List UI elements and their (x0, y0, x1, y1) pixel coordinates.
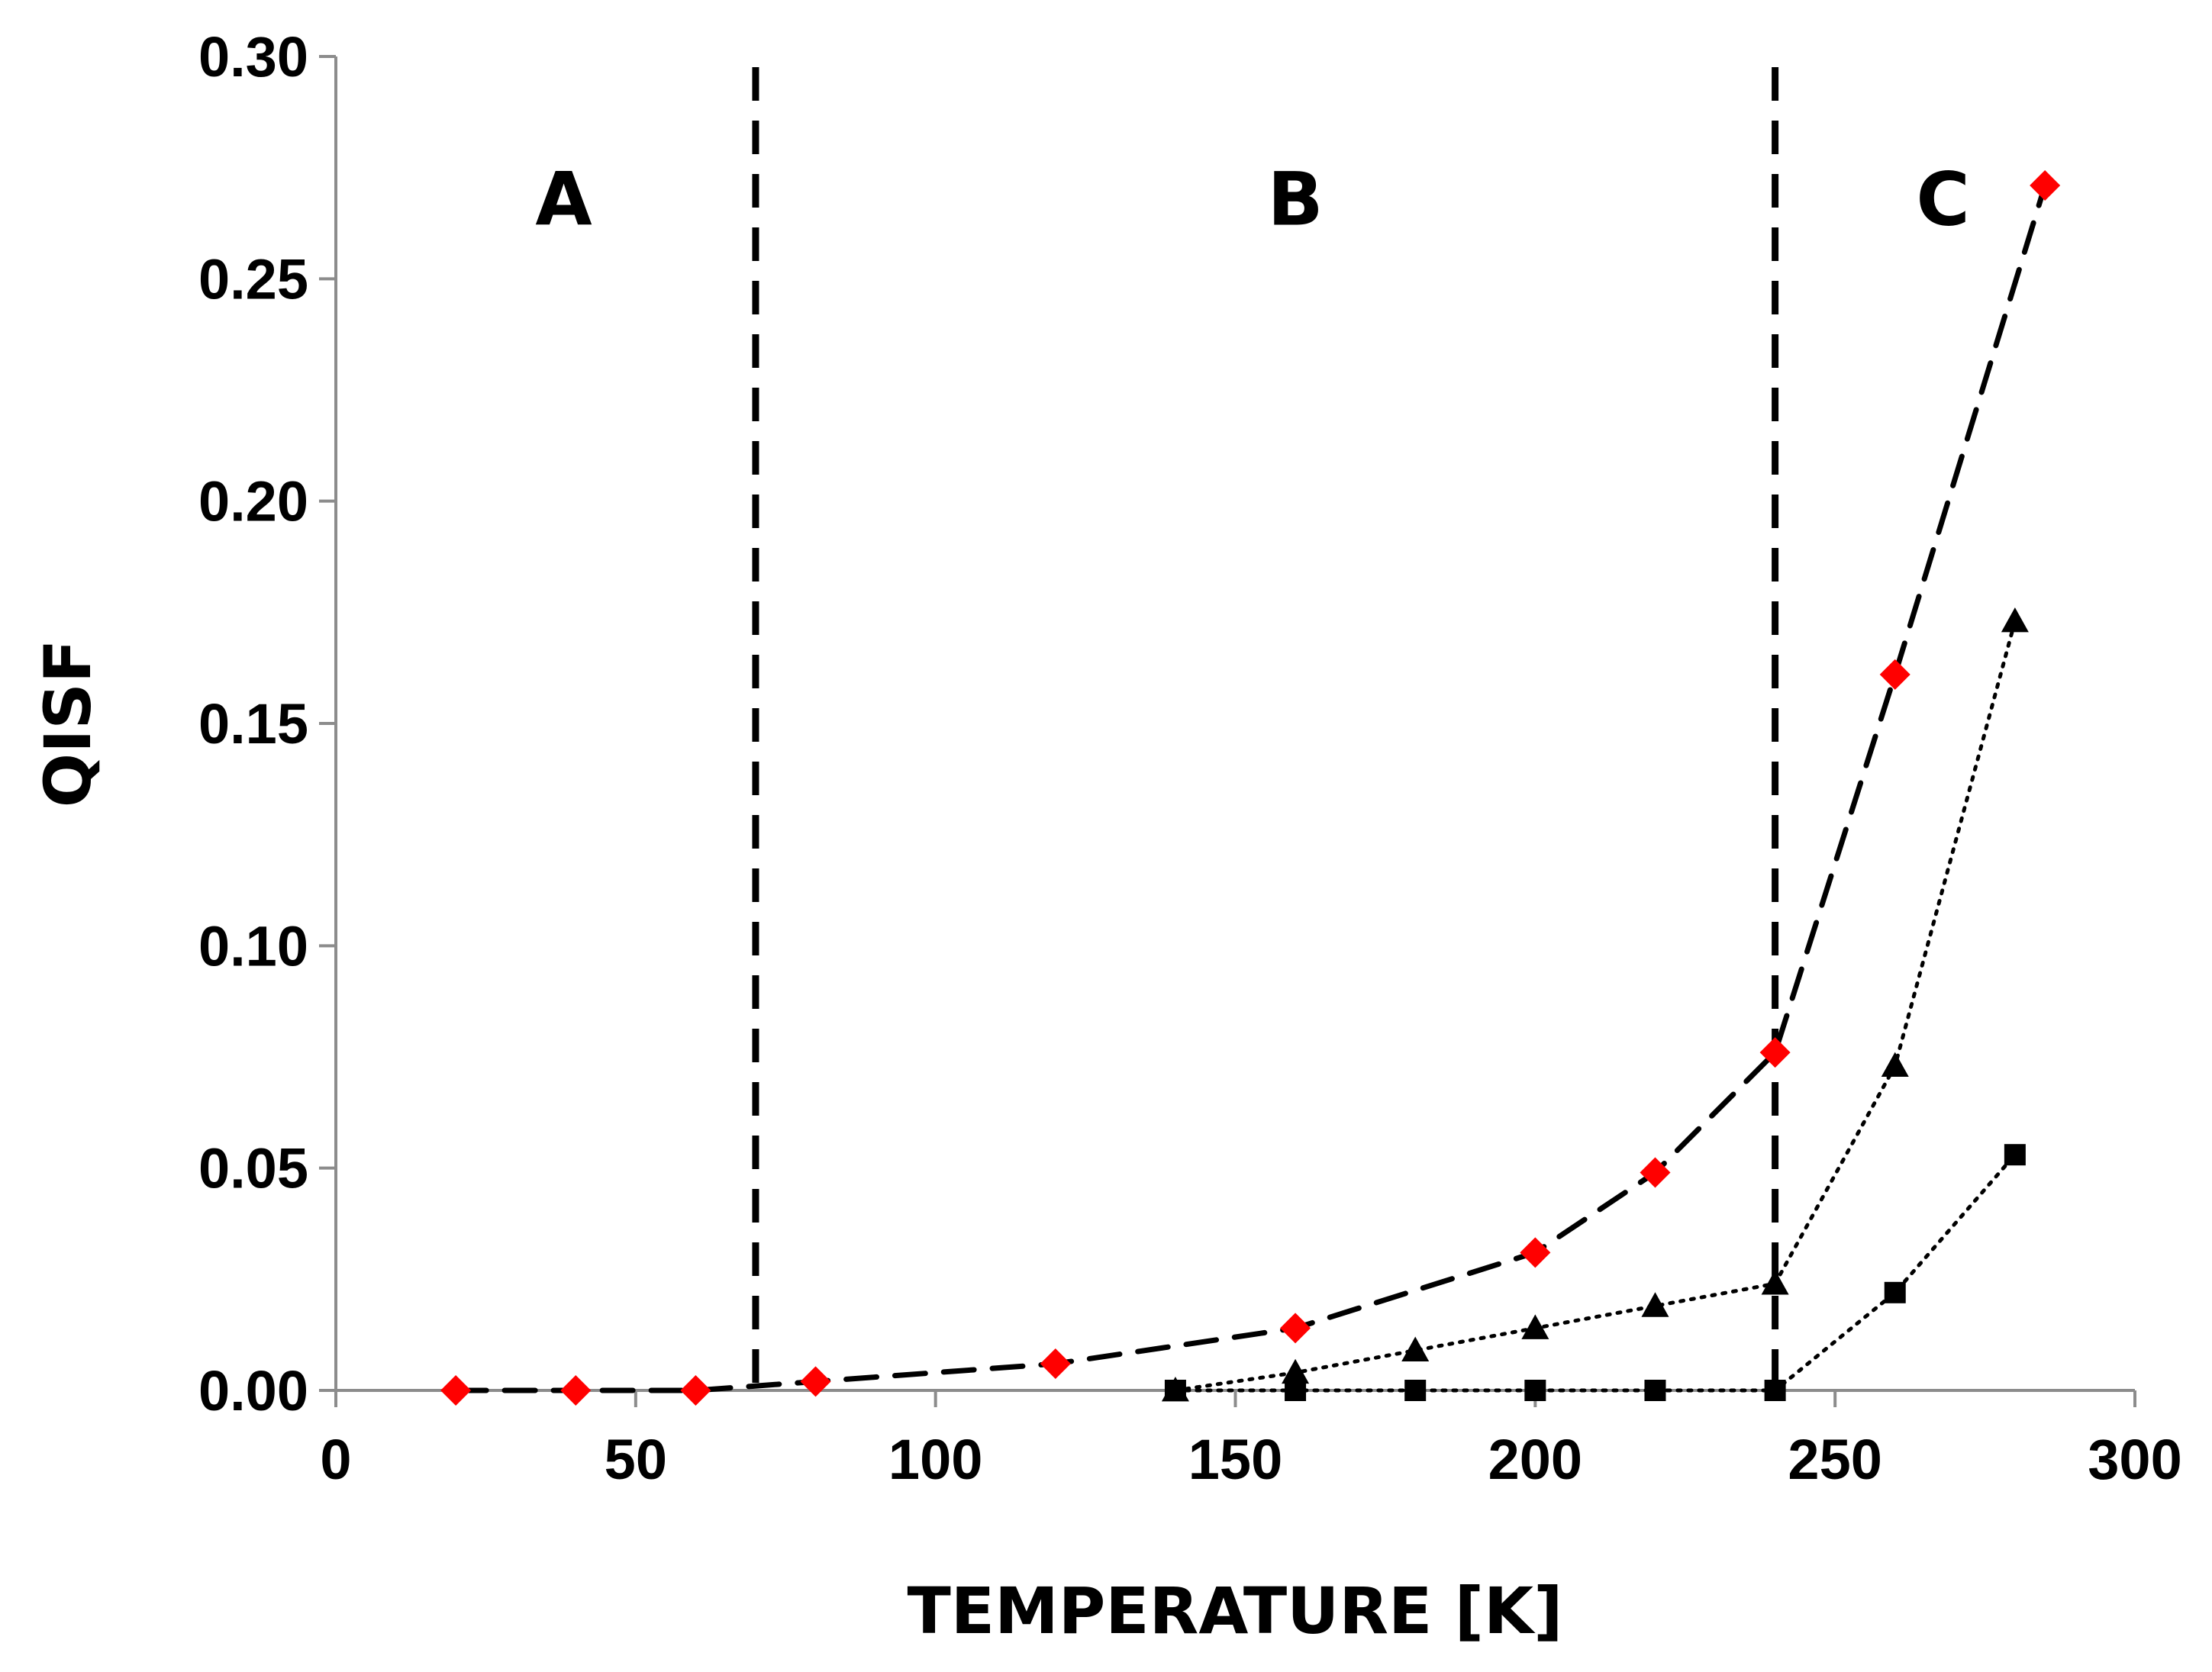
x-tick-label: 150 (1188, 1428, 1282, 1491)
diamond-marker (800, 1366, 831, 1397)
y-tick-label: 0.15 (198, 692, 308, 755)
x-tick-label: 250 (1788, 1428, 1881, 1491)
diamond-marker (1759, 1037, 1791, 1068)
region-label-b: B (1267, 156, 1323, 242)
square-marker (1404, 1380, 1427, 1401)
x-tick-label: 300 (2088, 1428, 2181, 1491)
square-marker (2004, 1144, 2026, 1166)
square-marker (1524, 1380, 1546, 1401)
x-ticks: 0 50 100 150 200 250 300 (320, 1390, 2182, 1491)
y-tick-label: 0.30 (198, 25, 308, 89)
x-tick-label: 200 (1488, 1428, 1582, 1491)
triangle-marker (1641, 1292, 1669, 1317)
y-tick-label: 0.05 (198, 1137, 308, 1200)
y-tick-label: 0.00 (198, 1359, 308, 1422)
region-boundaries (752, 67, 1779, 1390)
triangle-marker (1761, 1270, 1789, 1295)
square-marker (1164, 1380, 1186, 1401)
square-marker (1884, 1281, 1906, 1303)
diamond-marker (440, 1375, 472, 1406)
diamond-marker (2030, 169, 2061, 201)
region-label-c: C (1916, 156, 1969, 242)
square-series-line (1173, 1152, 2017, 1393)
diamond-marker (1640, 1157, 1671, 1188)
triangle-marker (2001, 607, 2029, 633)
axes (334, 56, 2135, 1392)
diamond-marker (1040, 1348, 1071, 1380)
triangle-marker (1521, 1314, 1549, 1339)
region-labels: A B C (535, 156, 1969, 242)
region-label-a: A (535, 156, 592, 242)
square-marker (1764, 1380, 1786, 1401)
diamond-marker (560, 1375, 592, 1406)
triangle-marker (1881, 1052, 1909, 1078)
x-tick-label: 100 (888, 1428, 982, 1491)
diamond-series-line (453, 182, 2048, 1393)
square-marker (1644, 1380, 1666, 1401)
diamond-marker (1280, 1313, 1311, 1344)
triangle-marker (1401, 1336, 1430, 1361)
series-markers (440, 169, 2061, 1406)
square-marker (1285, 1380, 1307, 1401)
y-tick-label: 0.10 (198, 914, 308, 978)
y-tick-label: 0.25 (198, 247, 308, 311)
diamond-marker (1879, 659, 1911, 690)
diamond-marker (680, 1375, 711, 1406)
triangle-series-line (1173, 619, 2017, 1393)
y-axis-title: QISF (31, 639, 105, 808)
x-tick-label: 0 (320, 1428, 351, 1491)
x-axis-title: TEMPERATURE [K] (907, 1574, 1562, 1648)
series-lines (453, 182, 2048, 1393)
y-ticks: 0.00 0.05 0.10 0.15 0.20 0.25 0.30 (198, 25, 336, 1422)
triangle-marker (1282, 1358, 1310, 1384)
diamond-marker (1520, 1237, 1551, 1268)
y-tick-label: 0.20 (198, 470, 308, 533)
x-tick-label: 50 (605, 1428, 667, 1491)
